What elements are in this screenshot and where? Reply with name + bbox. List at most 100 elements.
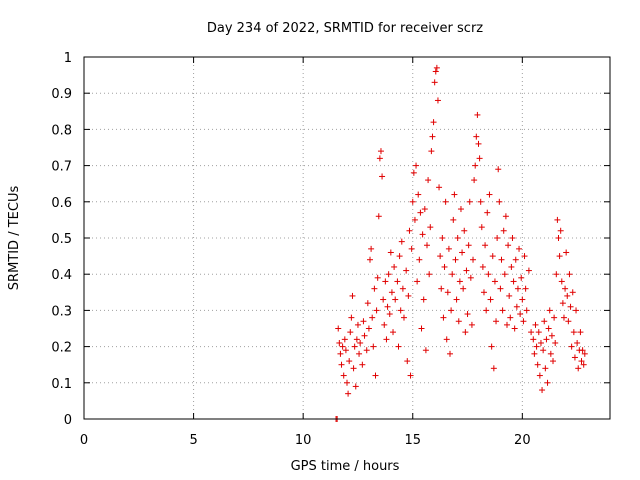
data-point bbox=[385, 271, 392, 278]
data-point bbox=[351, 343, 358, 350]
data-point bbox=[454, 235, 461, 241]
data-point bbox=[453, 296, 460, 303]
data-point bbox=[523, 307, 530, 314]
data-point bbox=[368, 245, 375, 252]
y-tick-label: 0 bbox=[64, 413, 72, 428]
data-point bbox=[422, 347, 429, 354]
data-point bbox=[452, 256, 459, 263]
data-point bbox=[459, 249, 466, 256]
data-point bbox=[574, 339, 581, 346]
data-point bbox=[354, 321, 361, 328]
data-point bbox=[556, 253, 563, 260]
data-point bbox=[495, 166, 502, 173]
data-point bbox=[433, 64, 440, 71]
data-point bbox=[558, 278, 565, 285]
data-point bbox=[396, 253, 403, 260]
data-point bbox=[350, 365, 357, 372]
data-point bbox=[384, 303, 391, 310]
y-tick-label: 0.4 bbox=[51, 268, 72, 283]
data-point bbox=[419, 231, 426, 238]
data-point bbox=[473, 133, 480, 140]
data-point bbox=[417, 209, 424, 216]
data-point bbox=[432, 68, 439, 75]
data-point bbox=[415, 191, 422, 198]
data-point bbox=[487, 296, 494, 303]
data-point bbox=[498, 256, 505, 263]
y-tick-label: 0.1 bbox=[51, 377, 72, 392]
data-point bbox=[488, 343, 495, 350]
data-point bbox=[503, 321, 510, 328]
data-point bbox=[371, 285, 378, 292]
data-point bbox=[551, 314, 558, 321]
data-point bbox=[376, 155, 383, 162]
data-point bbox=[397, 307, 404, 314]
data-point bbox=[557, 227, 564, 234]
data-point bbox=[345, 390, 352, 397]
data-point bbox=[513, 303, 520, 310]
data-point bbox=[408, 245, 415, 252]
data-point bbox=[335, 325, 342, 332]
data-point bbox=[540, 347, 547, 354]
data-point bbox=[522, 285, 529, 292]
data-point bbox=[514, 285, 521, 292]
data-point bbox=[532, 321, 539, 328]
data-point bbox=[499, 307, 506, 314]
data-point bbox=[579, 347, 586, 354]
data-point bbox=[348, 314, 355, 321]
data-point bbox=[346, 358, 353, 365]
data-point bbox=[465, 242, 472, 249]
data-point bbox=[428, 148, 435, 155]
data-point bbox=[381, 321, 388, 328]
data-point bbox=[361, 332, 368, 339]
data-point bbox=[464, 311, 471, 318]
data-point bbox=[420, 296, 427, 303]
data-point bbox=[543, 336, 550, 343]
data-point bbox=[390, 329, 397, 336]
data-point bbox=[496, 198, 503, 205]
plot-frame bbox=[83, 56, 611, 420]
data-point bbox=[423, 242, 430, 249]
data-point bbox=[455, 318, 462, 325]
data-point bbox=[386, 311, 393, 318]
data-point bbox=[394, 278, 401, 285]
data-point bbox=[539, 387, 546, 394]
data-point bbox=[427, 224, 434, 231]
x-axis-label: GPS time / hours bbox=[291, 459, 400, 474]
data-point bbox=[352, 383, 359, 390]
data-point bbox=[404, 358, 411, 365]
data-point bbox=[451, 191, 458, 198]
x-tick-label: 0 bbox=[80, 433, 88, 448]
data-point bbox=[471, 177, 478, 184]
data-point bbox=[470, 256, 477, 263]
data-point bbox=[409, 198, 416, 205]
y-tick-label: 0.5 bbox=[51, 232, 72, 247]
data-point bbox=[337, 350, 344, 357]
y-tick-label: 0.3 bbox=[51, 304, 72, 319]
data-point bbox=[447, 350, 454, 357]
data-point bbox=[444, 289, 451, 296]
data-point bbox=[387, 249, 394, 256]
y-tick-label: 1 bbox=[64, 51, 72, 66]
data-point bbox=[407, 372, 414, 379]
data-point bbox=[439, 235, 446, 241]
data-point bbox=[442, 198, 449, 205]
data-point bbox=[438, 285, 445, 292]
data-point bbox=[360, 318, 367, 325]
data-point bbox=[569, 289, 576, 296]
data-point bbox=[528, 329, 535, 336]
data-point bbox=[573, 307, 580, 314]
data-point bbox=[571, 354, 578, 361]
data-point bbox=[347, 329, 354, 336]
data-point bbox=[493, 318, 500, 325]
x-tick-label: 20 bbox=[514, 433, 531, 448]
data-point bbox=[391, 263, 398, 270]
data-point bbox=[506, 292, 513, 299]
data-point bbox=[340, 372, 347, 379]
data-point bbox=[501, 271, 508, 278]
data-point bbox=[491, 278, 498, 285]
data-point bbox=[418, 325, 425, 332]
y-tick-label: 0.7 bbox=[51, 160, 72, 175]
data-point bbox=[475, 140, 482, 147]
grid-lines bbox=[84, 57, 610, 419]
data-point bbox=[581, 350, 588, 357]
